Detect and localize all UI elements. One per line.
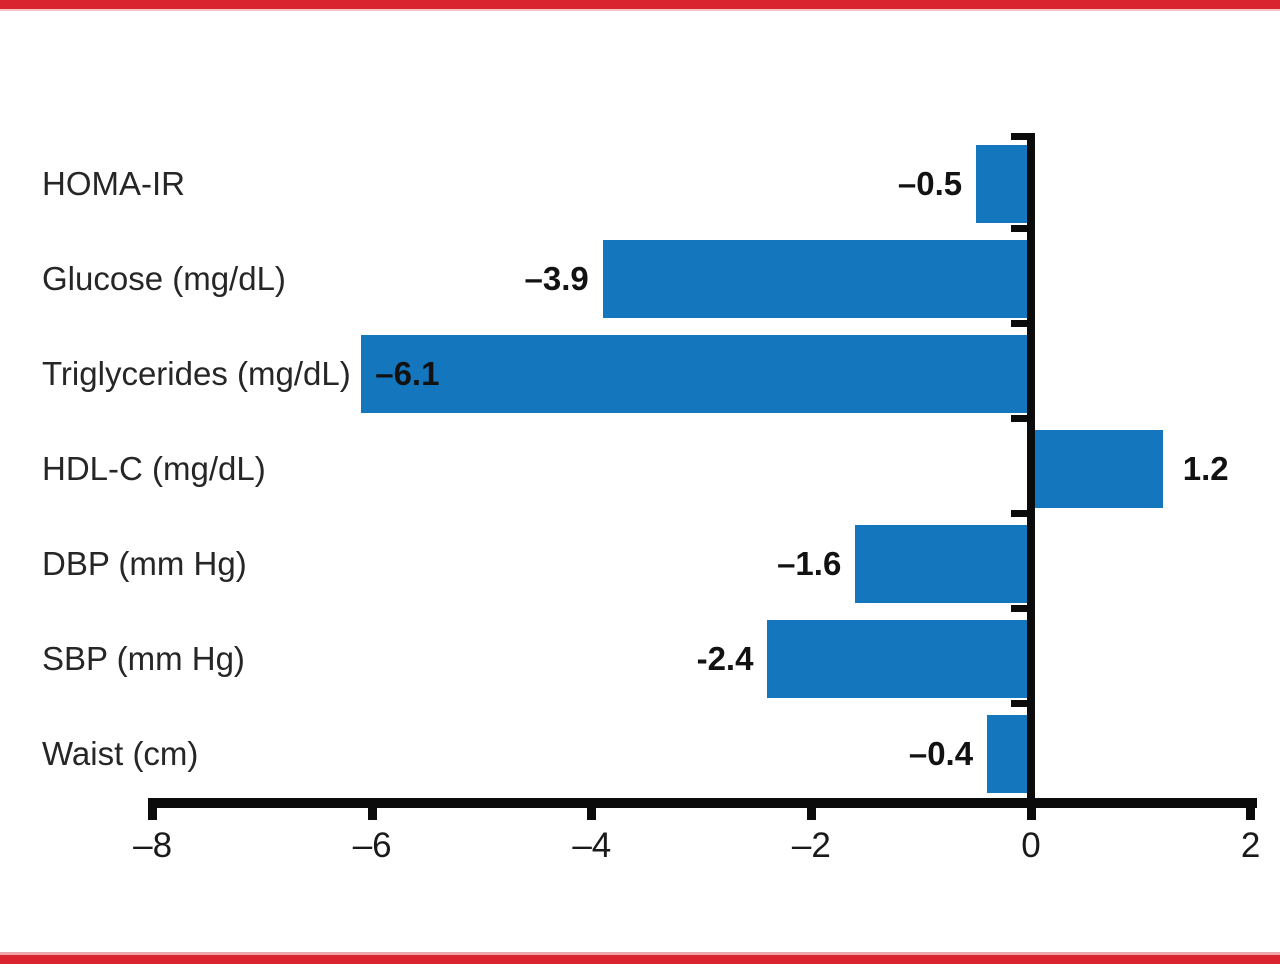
bar-value-label: –1.6 — [777, 545, 842, 582]
category-label: HOMA-IR — [42, 165, 185, 202]
y-axis-tick — [1011, 700, 1027, 707]
category-label: Glucose (mg/dL) — [42, 260, 286, 297]
y-axis-line — [1027, 133, 1035, 810]
top-border-rule — [0, 0, 1280, 11]
bottom-border-rule — [0, 952, 1280, 964]
bar-value-label: –3.9 — [524, 260, 589, 297]
y-axis-tick — [1011, 225, 1027, 232]
bar-value-label: –6.1 — [375, 355, 440, 392]
bar-glucose-mg-dl — [602, 240, 1033, 318]
x-tick-label: –6 — [352, 826, 392, 865]
y-axis-tick — [1011, 605, 1027, 612]
bar-hdl-c-mg-dl — [1031, 430, 1163, 508]
x-tick-label: –4 — [572, 826, 612, 865]
y-axis-tick — [1011, 133, 1027, 140]
category-label: Triglycerides (mg/dL) — [42, 355, 351, 392]
category-label: Waist (cm) — [42, 735, 199, 772]
bar-sbp-mm-hg — [767, 620, 1033, 698]
bar-homa-ir — [976, 145, 1033, 223]
x-axis-tick — [367, 798, 377, 820]
bar-value-label: -2.4 — [696, 640, 754, 677]
x-axis-line — [149, 798, 1257, 808]
bar-waist-cm — [987, 715, 1033, 793]
x-axis-tick — [148, 798, 158, 820]
x-tick-label: –2 — [791, 826, 831, 865]
x-axis-tick — [587, 798, 597, 820]
category-label: SBP (mm Hg) — [42, 640, 245, 677]
bar-value-label: –0.4 — [908, 735, 974, 772]
bar-triglycerides-mg-dl — [361, 335, 1033, 413]
bar-dbp-mm-hg — [855, 525, 1033, 603]
bar-value-label: –0.5 — [897, 165, 963, 202]
x-tick-label: 2 — [1240, 826, 1261, 865]
x-tick-label: –8 — [133, 826, 173, 865]
category-label: HDL-C (mg/dL) — [42, 450, 266, 487]
y-axis-tick — [1011, 415, 1027, 422]
bar-value-label: 1.2 — [1182, 450, 1229, 487]
y-axis-tick — [1011, 320, 1027, 327]
y-axis-tick — [1011, 510, 1027, 517]
x-axis-tick — [1246, 798, 1256, 820]
category-label: DBP (mm Hg) — [42, 545, 247, 582]
x-axis-tick — [806, 798, 816, 820]
x-axis-tick — [1026, 798, 1036, 820]
x-tick-label: 0 — [1021, 826, 1041, 865]
